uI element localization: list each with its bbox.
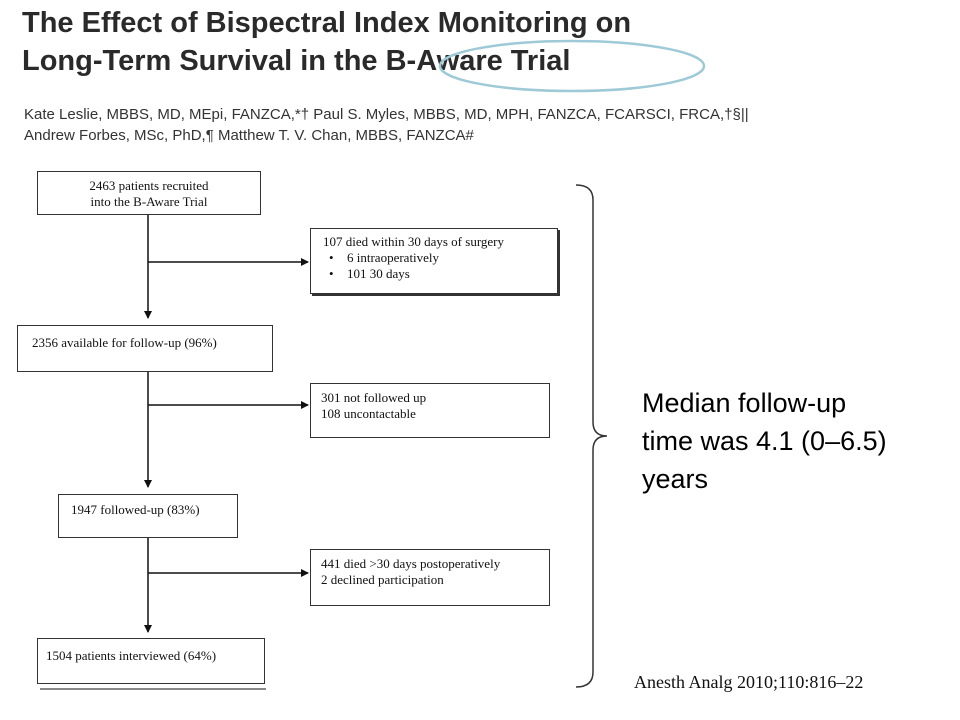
median-follow-up-note: Median follow-up time was 4.1 (0–6.5) ye…	[642, 384, 887, 498]
right-brace	[575, 184, 608, 688]
followed-text: 1947 followed-up (83%)	[71, 502, 200, 517]
author-line-2: Andrew Forbes, MSc, PhD,¶ Matthew T. V. …	[24, 127, 474, 144]
box-followed: 1947 followed-up (83%)	[58, 494, 238, 538]
box-died-postop: 441 died >30 days postoperatively 2 decl…	[310, 549, 550, 606]
median-line-2: time was 4.1 (0–6.5)	[642, 426, 887, 456]
not-followed-line-1: 301 not followed up	[321, 390, 427, 405]
box-available: 2356 available for follow-up (96%)	[17, 325, 273, 372]
author-line-1: Kate Leslie, MBBS, MD, MEpi, FANZCA,*† P…	[24, 106, 749, 123]
interviewed-text: 1504 patients interviewed (64%)	[46, 648, 217, 663]
available-text: 2356 available for follow-up (96%)	[32, 335, 217, 350]
median-line-3: years	[642, 464, 709, 494]
median-line-1: Median follow-up	[642, 388, 847, 418]
box-died-30-days: 107 died within 30 days of surgery 6 int…	[310, 228, 558, 294]
paper-title: The Effect of Bispectral Index Monitorin…	[22, 4, 631, 80]
box-not-followed: 301 not followed up 108 uncontactable	[310, 383, 550, 438]
title-line-1: The Effect of Bispectral Index Monitorin…	[22, 7, 632, 39]
died30-item-intraop: 6 intraoperatively	[323, 250, 557, 266]
recruited-line-2: into the B-Aware Trial	[90, 194, 208, 209]
box-interviewed: 1504 patients interviewed (64%)	[37, 638, 265, 684]
highlight-ellipse	[438, 39, 706, 93]
citation: Anesth Analg 2010;110:816–22	[634, 672, 864, 692]
died-post-line-1: 441 died >30 days postoperatively	[321, 556, 501, 571]
author-list: Kate Leslie, MBBS, MD, MEpi, FANZCA,*† P…	[24, 104, 749, 146]
not-followed-line-2: 108 uncontactable	[321, 406, 416, 421]
died-post-line-2: 2 declined participation	[321, 572, 444, 587]
died30-list: 6 intraoperatively 101 30 days	[323, 250, 557, 282]
title-line-2: Long-Term Survival in the B-Aware Trial	[22, 45, 571, 77]
box-recruited: 2463 patients recruited into the B-Aware…	[37, 171, 261, 215]
died30-item-30days: 101 30 days	[323, 266, 557, 282]
recruited-line-1: 2463 patients recruited	[89, 178, 209, 193]
died30-heading: 107 died within 30 days of surgery	[323, 234, 505, 249]
